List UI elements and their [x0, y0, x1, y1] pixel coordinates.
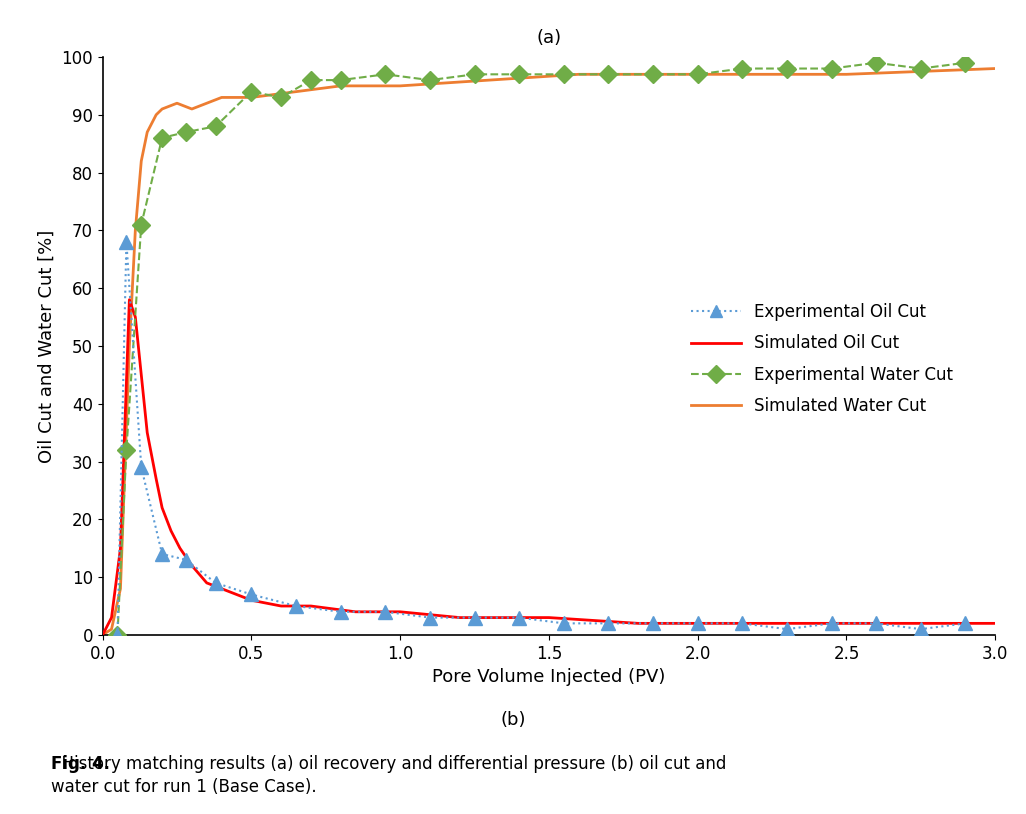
Text: water cut for run 1 (Base Case).: water cut for run 1 (Base Case).: [51, 778, 317, 796]
Text: Fig. 4.: Fig. 4.: [51, 755, 111, 772]
X-axis label: Pore Volume Injected (PV): Pore Volume Injected (PV): [432, 668, 666, 686]
Title: (a): (a): [537, 29, 561, 47]
Legend: Experimental Oil Cut, Simulated Oil Cut, Experimental Water Cut, Simulated Water: Experimental Oil Cut, Simulated Oil Cut,…: [684, 296, 960, 422]
Text: (b): (b): [501, 711, 525, 729]
Text: History matching results (a) oil recovery and differential pressure (b) oil cut : History matching results (a) oil recover…: [51, 755, 726, 772]
Y-axis label: Oil Cut and Water Cut [%]: Oil Cut and Water Cut [%]: [38, 230, 55, 462]
